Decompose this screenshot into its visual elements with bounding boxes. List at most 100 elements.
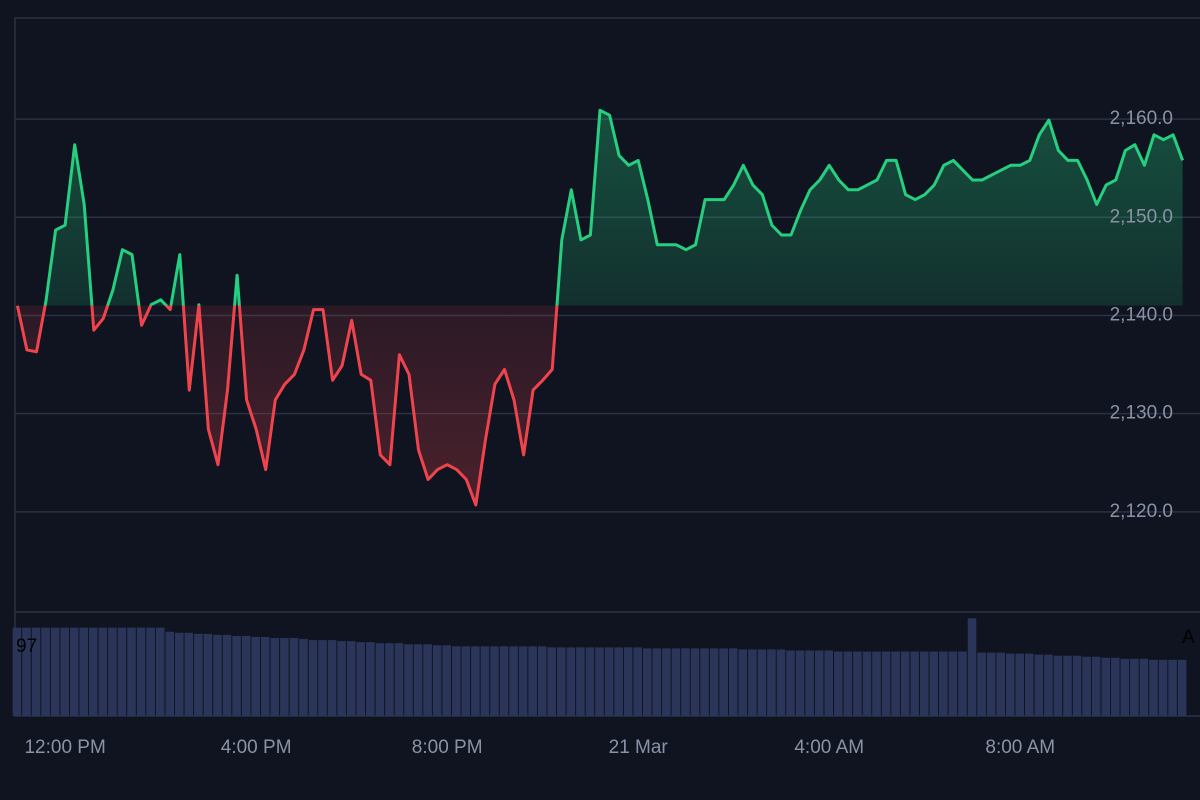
volume-bar: [270, 638, 280, 716]
x-tick-label: 21 Mar: [609, 737, 669, 758]
volume-bar: [423, 644, 432, 716]
volume-bar: [12, 627, 22, 716]
volume-bar: [967, 618, 977, 716]
volume-bar: [394, 643, 404, 716]
volume-bar: [958, 651, 967, 716]
volume-bar: [69, 627, 79, 716]
volume-bar: [948, 651, 958, 716]
baseline-area: [17, 110, 1183, 506]
volume-bar: [509, 646, 518, 716]
volume-bar: [366, 642, 375, 716]
volume-bar: [1025, 653, 1034, 716]
volume-bar: [881, 651, 891, 716]
volume-bar: [1053, 655, 1063, 716]
x-tick-label: 12:00 PM: [24, 737, 105, 758]
volume-bar: [996, 652, 1005, 716]
volume-bar: [939, 651, 948, 716]
volume-bar: [203, 633, 213, 716]
volume-bar: [652, 648, 662, 716]
volume-bar: [537, 646, 547, 716]
volume-bar: [375, 643, 385, 716]
volume-bar: [117, 627, 127, 716]
volume-bar: [22, 627, 31, 716]
volume-bar: [853, 651, 862, 716]
volume-bar: [490, 646, 499, 716]
volume-bar: [1101, 657, 1111, 716]
price-line: [15, 108, 1185, 507]
volume-bar: [767, 649, 776, 716]
volume-bar: [346, 641, 356, 716]
volume-bar: [432, 645, 442, 716]
volume-bar: [1110, 657, 1120, 716]
volume-bar: [413, 644, 423, 716]
volume-bar: [872, 651, 881, 716]
volume-bar: [795, 650, 805, 716]
volume-bar: [633, 647, 643, 716]
volume-bar: [308, 640, 318, 716]
y-tick-label: 2,160.0: [1110, 108, 1173, 129]
volume-bar: [98, 627, 108, 716]
volume-bar: [299, 639, 308, 716]
y-tick-label: 2,130.0: [1110, 403, 1173, 424]
volume-bar: [595, 647, 604, 716]
volume-bar: [738, 649, 748, 716]
volume-bar: [451, 646, 461, 716]
volume-bar: [1063, 655, 1072, 716]
volume-bar: [280, 638, 289, 716]
y-tick-label: 2,120.0: [1110, 501, 1173, 522]
volume-bar: [681, 648, 690, 716]
volume-bar: [232, 635, 241, 716]
volume-bar: [184, 632, 194, 716]
volume-bar: [1158, 659, 1168, 716]
volume-bar: [251, 636, 260, 716]
volume-bar: [1168, 659, 1177, 716]
volume-bar: [108, 627, 117, 716]
volume-bar: [260, 636, 270, 716]
y-tick-label: 2,140.0: [1110, 305, 1173, 326]
volume-bar: [623, 647, 633, 716]
volume-bar: [318, 640, 327, 716]
volume-bar: [805, 650, 814, 716]
volume-bar: [786, 650, 795, 716]
volume-bar: [1082, 656, 1091, 716]
volume-bar: [480, 646, 490, 716]
volume-bar: [728, 648, 738, 716]
volume-bar: [461, 646, 471, 716]
volume-bar: [757, 649, 767, 716]
volume-bar: [862, 651, 872, 716]
volume-bar: [337, 641, 346, 716]
volume-bar: [127, 627, 136, 716]
volume-bar: [843, 651, 853, 716]
volume-bar: [356, 642, 366, 716]
volume-bar: [442, 645, 451, 716]
volume-bar: [1120, 658, 1130, 716]
volume-bar: [776, 649, 786, 716]
volume-bar: [1005, 653, 1015, 716]
volume-bar: [891, 651, 900, 716]
volume-bar: [824, 650, 834, 716]
volume-bar: [814, 650, 824, 716]
volume-bar: [642, 648, 652, 716]
volume-bar: [471, 646, 480, 716]
volume-bar: [1091, 656, 1101, 716]
volume-bar: [929, 651, 939, 716]
volume-bar: [155, 627, 165, 716]
volume-bar: [557, 647, 566, 716]
volume-bar: [146, 627, 155, 716]
volume-bar: [1015, 653, 1025, 716]
volume-bar: [604, 647, 614, 716]
volume-bar: [576, 647, 585, 716]
volume-bar: [986, 652, 996, 716]
x-tick-label: 4:00 AM: [794, 737, 864, 758]
volume-bar: [910, 651, 919, 716]
volume-bar: [327, 640, 337, 716]
volume-bar: [41, 627, 50, 716]
volume-bar: [136, 627, 146, 716]
volume-bar: [1139, 658, 1149, 716]
volume-bar: [528, 646, 537, 716]
volume-bar: [1044, 654, 1053, 716]
volume-bar: [1149, 659, 1158, 716]
x-tick-label: 4:00 PM: [221, 737, 292, 758]
volume-bar: [662, 648, 671, 716]
